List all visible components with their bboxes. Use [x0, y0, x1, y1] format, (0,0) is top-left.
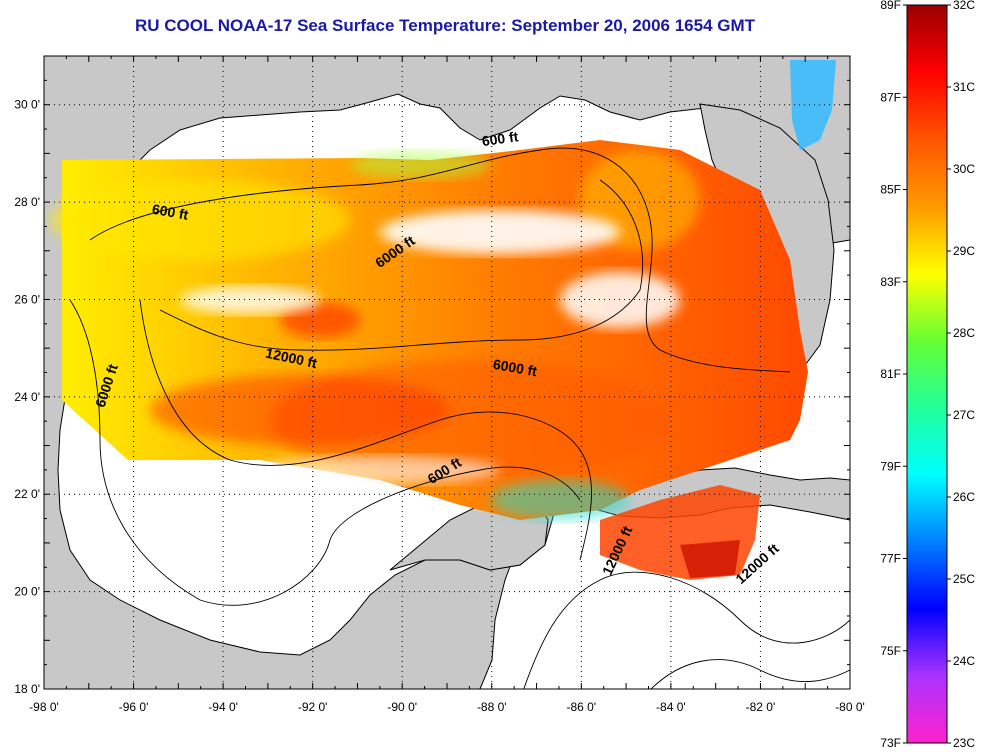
colorbar-bar	[906, 4, 948, 744]
sst-atlantic-strip	[790, 60, 836, 150]
colorbar-c-label: 28C	[953, 326, 975, 340]
colorbar-c-label: 30C	[953, 162, 975, 176]
lat-tick-label: 26 0'	[14, 292, 40, 306]
lon-tick-label: -86 0'	[567, 700, 597, 714]
lat-tick-label: 18 0'	[14, 682, 40, 696]
colorbar-f-label: 87F	[880, 90, 901, 104]
colorbar-f-label: 89F	[880, 0, 901, 12]
lon-tick-label: -92 0'	[298, 700, 328, 714]
lon-tick-label: -84 0'	[656, 700, 686, 714]
colorbar-f-label: 81F	[880, 367, 901, 381]
lat-tick-label: 20 0'	[14, 585, 40, 599]
bathymetry-contours	[69, 147, 850, 689]
latitude-axis: 18 0' 20 0' 22 0' 24 0' 26 0' 28 0' 30 0'	[14, 55, 850, 696]
lat-tick-label: 30 0'	[14, 98, 40, 112]
colorbar: 89F 87F 85F 83F 81F 79F 77F 75F 73F 32C 31C 30C 29C…	[880, 0, 975, 750]
colorbar-f-label: 73F	[880, 736, 901, 750]
colorbar-c-label: 31C	[953, 80, 975, 94]
colorbar-c-label: 32C	[953, 0, 975, 12]
lon-tick-label: -98 0'	[29, 700, 59, 714]
longitude-axis: -98 0' -96 0' -94 0' -92 0' -90 0' -88 0' -86 …	[29, 56, 865, 714]
lat-tick-label: 28 0'	[14, 195, 40, 209]
lon-tick-label: -94 0'	[208, 700, 238, 714]
sst-swath	[50, 140, 808, 520]
colorbar-c-label: 25C	[953, 572, 975, 586]
graticule-grid	[44, 56, 850, 689]
figure-title: RU COOL NOAA-17 Sea Surface Temperature:…	[134, 16, 756, 35]
colorbar-c-label: 27C	[953, 408, 975, 422]
contour-label: 600 ft	[151, 201, 190, 223]
colorbar-c-label: 29C	[953, 244, 975, 258]
lon-tick-label: -88 0'	[477, 700, 507, 714]
colorbar-f-label: 77F	[880, 552, 901, 566]
colorbar-f-label: 83F	[880, 275, 901, 289]
colorbar-celsius-labels: 32C 31C 30C 29C 28C 27C 26C 25C 24C 23C	[947, 0, 975, 750]
colorbar-c-label: 24C	[953, 654, 975, 668]
lon-tick-label: -96 0'	[119, 700, 149, 714]
lat-tick-label: 24 0'	[14, 390, 40, 404]
colorbar-f-label: 75F	[880, 644, 901, 658]
colorbar-c-label: 26C	[953, 490, 975, 504]
contour-label: 600 ft	[481, 128, 520, 149]
colorbar-fahrenheit-labels: 89F 87F 85F 83F 81F 79F 77F 75F 73F	[880, 0, 907, 750]
contour-label: 6000 ft	[492, 356, 539, 380]
lon-tick-label: -90 0'	[387, 700, 417, 714]
colorbar-f-label: 85F	[880, 183, 901, 197]
lon-tick-label: -80 0'	[835, 700, 865, 714]
lat-tick-label: 22 0'	[14, 487, 40, 501]
lon-tick-label: -82 0'	[746, 700, 776, 714]
colorbar-c-label: 23C	[953, 736, 975, 750]
colorbar-f-label: 79F	[880, 459, 901, 473]
